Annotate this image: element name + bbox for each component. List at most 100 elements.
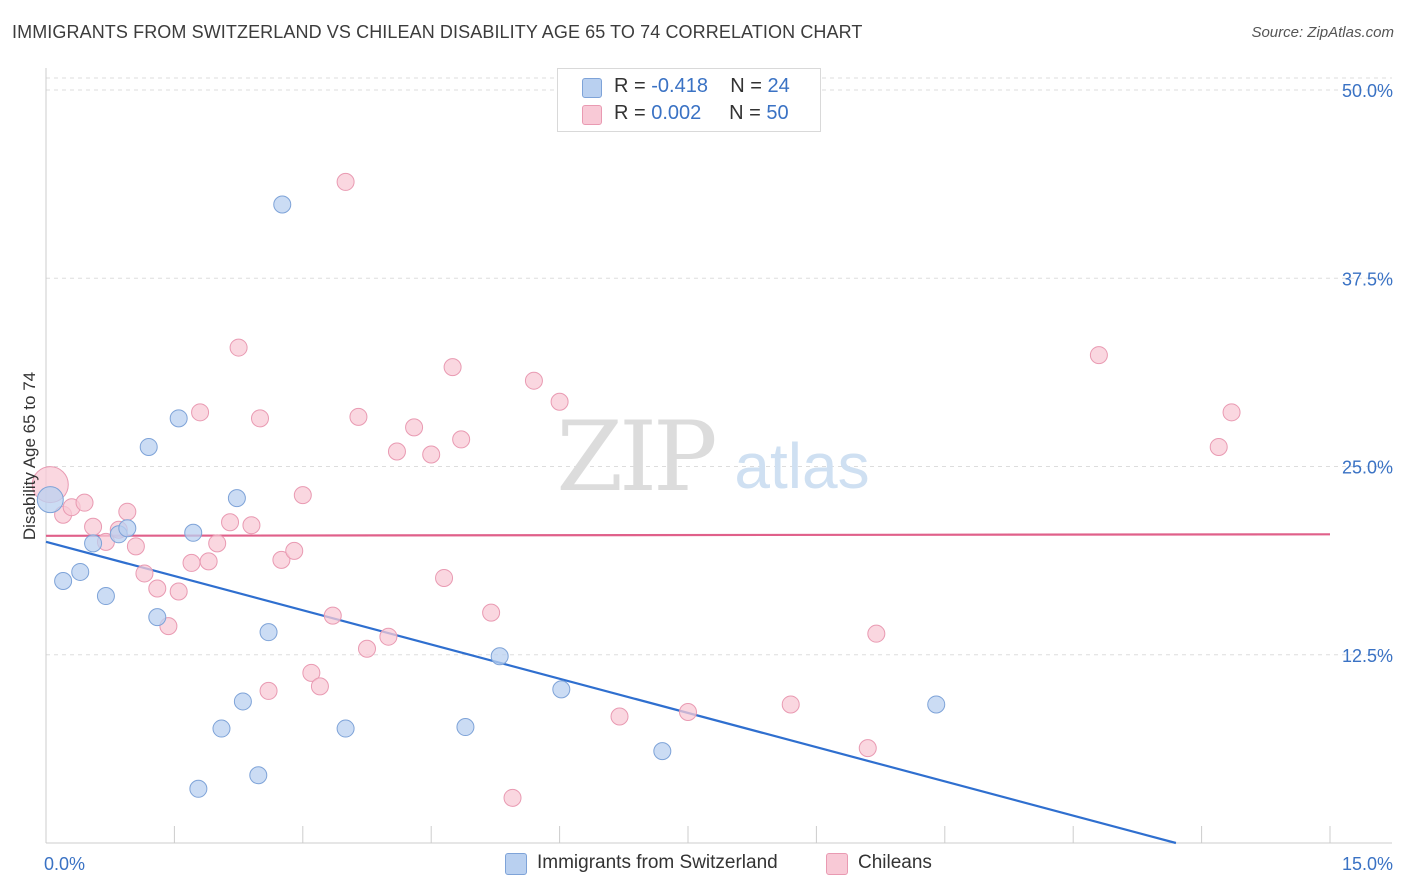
point-switzerland (273, 195, 292, 214)
point-switzerland (259, 623, 278, 642)
legend-label-chileans: Chileans (858, 852, 932, 873)
points-layer (31, 172, 1241, 807)
point-chileans (148, 579, 167, 598)
point-switzerland (233, 692, 252, 711)
point-chileans (135, 564, 154, 583)
point-chileans (229, 338, 248, 357)
legend-swatch-switzerland (505, 853, 527, 875)
point-chileans (336, 172, 355, 191)
n-label: N = (729, 102, 761, 124)
point-switzerland (552, 680, 571, 699)
point-chileans (858, 739, 877, 758)
stats-legend: R = -0.418 N = 24 R = 0.002 N = 50 (557, 68, 821, 132)
point-switzerland (227, 489, 246, 508)
point-switzerland (36, 486, 64, 514)
source-credit: Source: ZipAtlas.com (1251, 24, 1394, 41)
point-chileans (221, 513, 240, 532)
point-chileans (84, 517, 103, 536)
point-chileans (310, 677, 329, 696)
watermark-atlas: atlas (734, 430, 869, 502)
x-tick-label: 0.0% (44, 854, 85, 874)
y-tick-label: 25.0% (1342, 458, 1393, 478)
point-chileans (349, 407, 368, 426)
legend-label-switzerland: Immigrants from Switzerland (537, 852, 778, 873)
point-switzerland (169, 409, 188, 428)
point-chileans (126, 537, 145, 556)
point-switzerland (118, 519, 137, 538)
n-label: N = (730, 75, 762, 97)
point-switzerland (139, 437, 158, 456)
y-tick-label: 37.5% (1342, 269, 1393, 289)
point-chileans (358, 639, 376, 658)
point-chileans (524, 371, 543, 390)
point-chileans (293, 486, 312, 505)
point-chileans (242, 516, 261, 535)
point-chileans (251, 409, 269, 428)
point-chileans (302, 663, 321, 682)
point-chileans (191, 403, 210, 422)
point-chileans (405, 418, 424, 437)
point-chileans (610, 707, 629, 726)
chart-title: IMMIGRANTS FROM SWITZERLAND VS CHILEAN D… (12, 22, 863, 42)
point-chileans (208, 534, 227, 553)
n-value: 50 (766, 102, 789, 124)
point-chileans (443, 358, 462, 377)
point-switzerland (927, 695, 946, 714)
point-switzerland (96, 587, 115, 606)
x-tick-label: 15.0% (1342, 854, 1393, 874)
point-chileans (550, 392, 569, 411)
point-chileans (482, 603, 501, 622)
point-chileans (387, 442, 406, 461)
point-switzerland (653, 742, 672, 761)
y-tick-label: 12.5% (1342, 646, 1393, 666)
point-chileans (379, 627, 398, 646)
point-switzerland (212, 719, 231, 738)
point-chileans (781, 695, 800, 714)
point-switzerland (54, 571, 73, 590)
y-tick-label: 50.0% (1342, 81, 1393, 101)
point-chileans (452, 430, 471, 449)
point-chileans (422, 445, 441, 464)
point-chileans (272, 550, 291, 569)
point-chileans (1089, 346, 1108, 365)
point-chileans (1222, 403, 1241, 422)
point-switzerland (71, 562, 90, 581)
axis-layer (45, 68, 1392, 844)
trend-line-chileans (45, 533, 1331, 537)
r-label: R = (614, 75, 646, 97)
point-chileans (259, 681, 278, 700)
point-chileans (75, 493, 94, 512)
point-chileans (285, 541, 304, 560)
n-value: 24 (767, 75, 790, 97)
point-chileans (323, 606, 342, 625)
point-chileans (1209, 437, 1228, 456)
point-switzerland (148, 608, 167, 627)
swatch-switzerland (582, 78, 602, 98)
label-layer: 12.5% 25.0% 37.5% 50.0% 0.0% 15.0% (44, 81, 1393, 874)
point-chileans (182, 553, 201, 572)
watermark: ZIP atlas (556, 401, 869, 513)
point-chileans (169, 582, 188, 601)
point-chileans (199, 552, 218, 571)
trend-layer (45, 533, 1331, 845)
point-switzerland (456, 718, 475, 737)
point-switzerland (84, 534, 103, 553)
swatch-chileans (582, 105, 602, 125)
legend-swatch-chileans (826, 853, 848, 875)
point-switzerland (184, 523, 203, 542)
grid-layer (46, 77, 1392, 656)
point-switzerland (336, 719, 355, 738)
point-chileans (679, 702, 697, 721)
r-label: R = (614, 102, 646, 124)
point-chileans (867, 624, 886, 643)
point-chileans (503, 788, 522, 807)
y-axis-label: Disability Age 65 to 74 (20, 371, 39, 541)
point-switzerland (249, 766, 268, 785)
point-switzerland (189, 779, 208, 798)
trend-line-switzerland (45, 540, 1177, 845)
point-chileans (118, 502, 137, 521)
r-value: -0.418 (651, 75, 708, 97)
watermark-zip: ZIP (556, 401, 715, 513)
point-switzerland (490, 647, 509, 666)
